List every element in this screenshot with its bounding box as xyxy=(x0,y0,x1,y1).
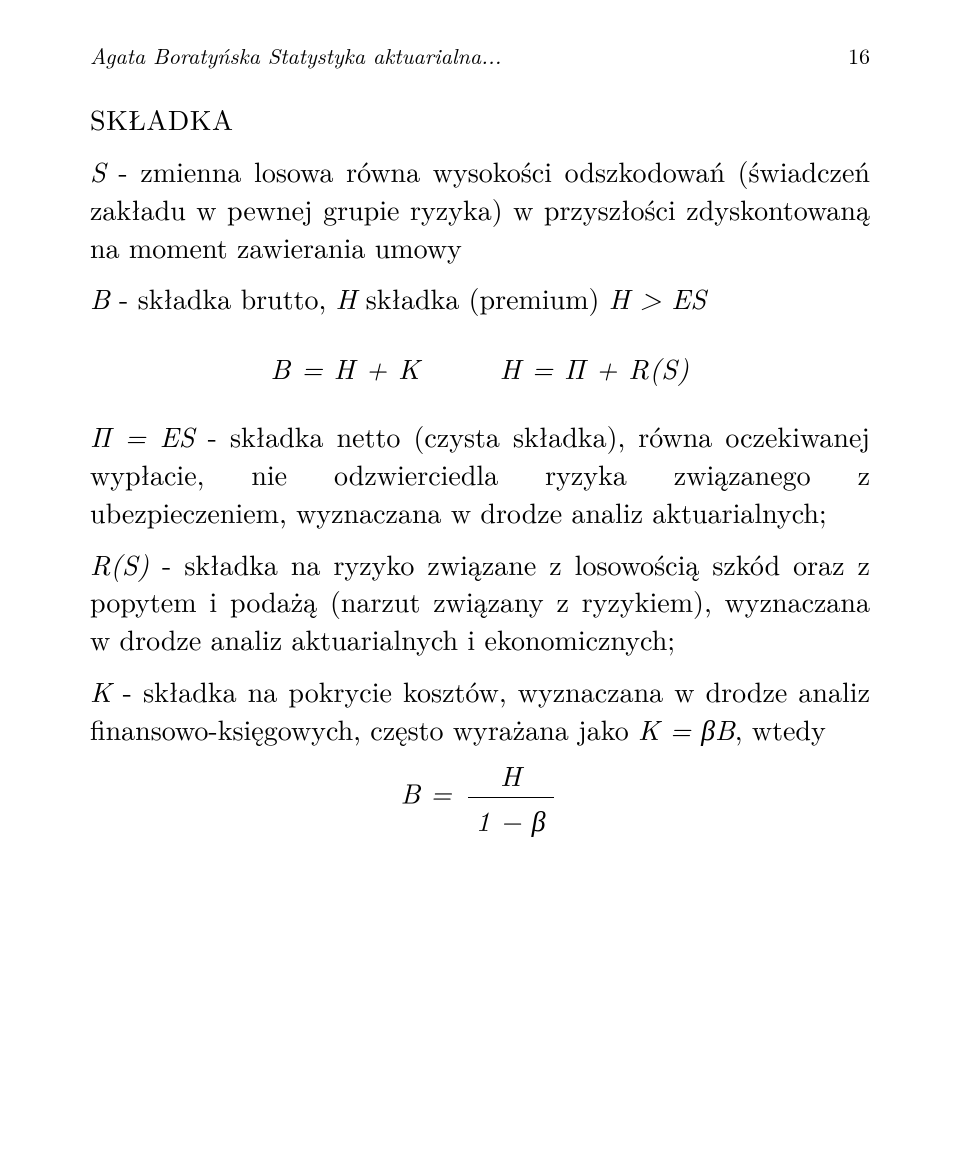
header-title-fragment: Statystyka aktuarialna... xyxy=(268,40,502,71)
equation-final: B = H 1 − β xyxy=(90,755,870,840)
symbol-K: K xyxy=(90,671,112,711)
definition-K-tail: , wtedy xyxy=(735,709,826,749)
fraction-denominator: 1 − β xyxy=(468,797,554,840)
page: Agata Boratyńska Statystyka aktuarialna.… xyxy=(0,0,960,1175)
symbol-B: B xyxy=(90,278,110,318)
definition-Pi-text: - składka netto (czysta składka), równa … xyxy=(90,416,870,532)
section-title: SKŁADKA xyxy=(90,99,870,139)
equation-H-Pi-RS: H = Π + R(S) xyxy=(500,348,690,388)
symbol-S: S xyxy=(90,151,106,191)
symbol-H: H xyxy=(336,278,357,318)
symbol-RS: R(S) xyxy=(90,544,149,584)
inequality-H-ES: H > ES xyxy=(609,278,706,318)
definition-Pi: Π = ES - składka netto (czysta składka),… xyxy=(90,418,870,531)
definition-B-txt2: składka (premium) xyxy=(356,278,608,318)
fraction: H 1 − β xyxy=(468,755,554,840)
symbol-Pi-ES: Π = ES xyxy=(90,416,195,456)
definition-RS: R(S) - składka na ryzyko związane z loso… xyxy=(90,546,870,659)
definition-B-txt1: - składka brutto, xyxy=(110,278,336,318)
equation-block: B = H + K H = Π + R(S) xyxy=(90,348,870,388)
definition-K: K - składka na pokrycie kosztów, wyznacz… xyxy=(90,673,870,749)
definition-B-H: B - składka brutto, H składka (premium) … xyxy=(90,280,870,318)
header-author-text: Agata Boratyńska xyxy=(90,40,260,71)
definition-RS-text: - składka na ryzyko związane z losowości… xyxy=(90,544,870,660)
fraction-numerator: H xyxy=(468,755,554,797)
header-author: Agata Boratyńska Statystyka aktuarialna.… xyxy=(90,40,501,71)
running-header: Agata Boratyńska Statystyka aktuarialna.… xyxy=(90,40,870,71)
equation-B-HK: B = H + K xyxy=(271,348,421,388)
equation-final-lhs: B = xyxy=(400,772,461,812)
definition-S: S - zmienna losowa równa wysokości odszk… xyxy=(90,153,870,266)
definition-S-text: - zmienna losowa równa wysokości odszkod… xyxy=(90,151,870,267)
page-number: 16 xyxy=(848,40,870,71)
equation-K-betaB: K = βB xyxy=(638,709,735,749)
